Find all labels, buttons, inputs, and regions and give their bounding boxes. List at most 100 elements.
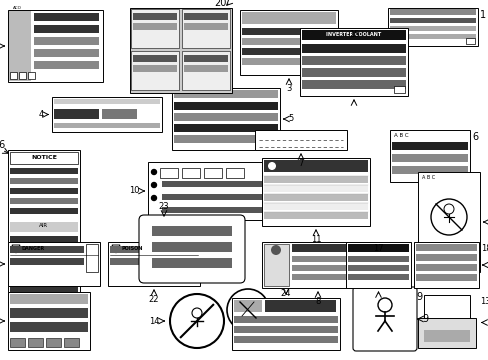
Text: 13: 13: [485, 318, 488, 327]
Bar: [240, 10, 337, 75]
Bar: [264, 300, 335, 312]
Bar: [264, 203, 367, 210]
Text: 10: 10: [129, 186, 140, 195]
Bar: [264, 212, 367, 219]
Bar: [52, 97, 162, 132]
Bar: [34, 49, 99, 57]
Text: 20: 20: [214, 0, 226, 8]
Bar: [110, 246, 183, 253]
Bar: [8, 10, 103, 82]
Bar: [423, 295, 469, 330]
Bar: [302, 56, 405, 65]
Bar: [10, 152, 78, 164]
Bar: [10, 246, 84, 253]
Bar: [10, 284, 78, 292]
Bar: [174, 102, 278, 110]
Circle shape: [270, 245, 281, 255]
Text: 6: 6: [471, 132, 477, 142]
Bar: [10, 236, 78, 244]
Bar: [174, 90, 278, 98]
Bar: [10, 168, 78, 174]
Text: 3: 3: [286, 84, 291, 93]
Bar: [10, 338, 25, 347]
Bar: [133, 13, 177, 20]
Bar: [182, 9, 229, 48]
Text: NOTICE: NOTICE: [31, 156, 57, 161]
Bar: [34, 37, 99, 45]
Bar: [28, 72, 35, 79]
Text: 23: 23: [159, 202, 169, 211]
Bar: [10, 294, 88, 304]
Bar: [10, 272, 78, 280]
Bar: [8, 242, 100, 286]
Bar: [347, 265, 408, 271]
Bar: [131, 9, 179, 48]
Text: 18: 18: [480, 244, 488, 253]
Bar: [302, 80, 405, 89]
Bar: [242, 38, 335, 45]
Bar: [34, 61, 99, 69]
Bar: [391, 154, 467, 162]
Bar: [10, 72, 17, 79]
Bar: [347, 244, 408, 252]
Bar: [291, 265, 369, 271]
Bar: [10, 188, 78, 194]
FancyBboxPatch shape: [352, 287, 416, 351]
Text: ACO: ACO: [13, 6, 22, 10]
Bar: [10, 178, 78, 184]
Bar: [152, 226, 231, 236]
Bar: [183, 23, 227, 30]
Bar: [174, 124, 278, 132]
Bar: [34, 13, 99, 21]
Bar: [10, 308, 88, 318]
Bar: [162, 194, 262, 200]
Circle shape: [151, 183, 156, 188]
Text: AIR: AIR: [40, 224, 48, 229]
Bar: [387, 8, 477, 46]
Bar: [152, 258, 231, 268]
Bar: [110, 258, 183, 265]
Text: POISON: POISON: [122, 247, 143, 252]
Bar: [148, 162, 265, 220]
Bar: [10, 258, 84, 265]
Bar: [19, 72, 26, 79]
Bar: [86, 244, 98, 272]
Bar: [264, 160, 367, 172]
Text: 9: 9: [415, 292, 421, 302]
Bar: [264, 176, 367, 183]
Bar: [262, 242, 373, 288]
Bar: [172, 88, 280, 150]
Text: A B C: A B C: [393, 133, 408, 138]
Text: 11: 11: [310, 235, 321, 244]
Bar: [391, 142, 467, 150]
Bar: [302, 68, 405, 77]
Bar: [162, 181, 262, 187]
Bar: [299, 28, 407, 96]
Bar: [264, 244, 288, 286]
Bar: [415, 244, 476, 251]
FancyBboxPatch shape: [139, 215, 244, 283]
Bar: [9, 11, 31, 81]
Bar: [242, 48, 335, 55]
Bar: [108, 242, 200, 286]
Bar: [182, 51, 229, 90]
Bar: [152, 242, 231, 252]
Bar: [262, 158, 369, 226]
Bar: [182, 168, 200, 178]
Bar: [389, 9, 475, 15]
Bar: [264, 194, 367, 201]
Bar: [347, 256, 408, 262]
Text: 5: 5: [287, 114, 293, 123]
Bar: [130, 8, 231, 93]
Bar: [234, 336, 337, 343]
Bar: [133, 55, 177, 62]
Bar: [234, 316, 337, 323]
Text: 22: 22: [148, 295, 159, 304]
Bar: [413, 242, 478, 288]
Bar: [225, 168, 244, 178]
Text: A B C: A B C: [421, 175, 434, 180]
Bar: [174, 113, 278, 121]
Bar: [465, 38, 474, 44]
Bar: [291, 256, 369, 262]
Bar: [160, 168, 178, 178]
